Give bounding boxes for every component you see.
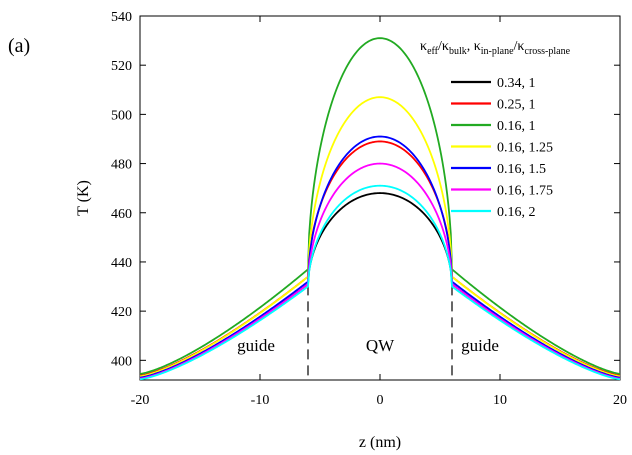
y-tick-label: 520 [111, 59, 132, 74]
series-lines [139, 37, 621, 381]
x-tick-label: 10 [493, 393, 507, 408]
annotation-guide-right: guide [461, 336, 499, 355]
legend-label: 0.16, 1 [497, 119, 536, 134]
y-tick-label: 480 [111, 158, 132, 173]
legend-label: 0.34, 1 [497, 76, 536, 91]
y-axis: 400 420 440 460 480 500 520 540 [111, 10, 620, 369]
series-line-3 [139, 37, 621, 375]
y-tick-label: 440 [111, 256, 132, 271]
annotation-qw: QW [366, 336, 395, 355]
y-tick-label: 540 [111, 10, 132, 25]
legend-label: 0.16, 1.75 [497, 184, 553, 199]
legend-title: κeff/κbulk, κin-plane/κcross-plane [420, 39, 571, 57]
x-axis: -20 -10 0 10 20 [131, 16, 627, 408]
annotation-guide-left: guide [237, 336, 275, 355]
legend: 0.34, 1 0.25, 1 0.16, 1 0.16, 1.25 0.16, 1.5… [451, 76, 553, 220]
x-tick-label: 0 [377, 393, 384, 408]
region-boundaries [307, 269, 453, 380]
legend-label: 0.16, 1.25 [497, 141, 553, 156]
y-tick-label: 460 [111, 207, 132, 222]
legend-label: 0.16, 2 [497, 205, 536, 220]
y-axis-label: T (K) [75, 180, 92, 216]
x-axis-label: z (nm) [359, 434, 401, 451]
legend-label: 0.16, 1.5 [497, 162, 546, 177]
y-tick-label: 400 [111, 354, 132, 369]
series-line-4 [139, 96, 621, 378]
y-tick-label: 500 [111, 108, 132, 123]
x-tick-label: -20 [131, 393, 150, 408]
legend-label: 0.25, 1 [497, 98, 536, 113]
series-line-7 [139, 184, 621, 381]
x-tick-label: 20 [613, 393, 627, 408]
series-line-6 [139, 162, 621, 380]
y-tick-label: 420 [111, 305, 132, 320]
panel-label: (a) [8, 35, 30, 57]
series-line-5 [139, 135, 621, 379]
x-tick-label: -10 [251, 393, 270, 408]
